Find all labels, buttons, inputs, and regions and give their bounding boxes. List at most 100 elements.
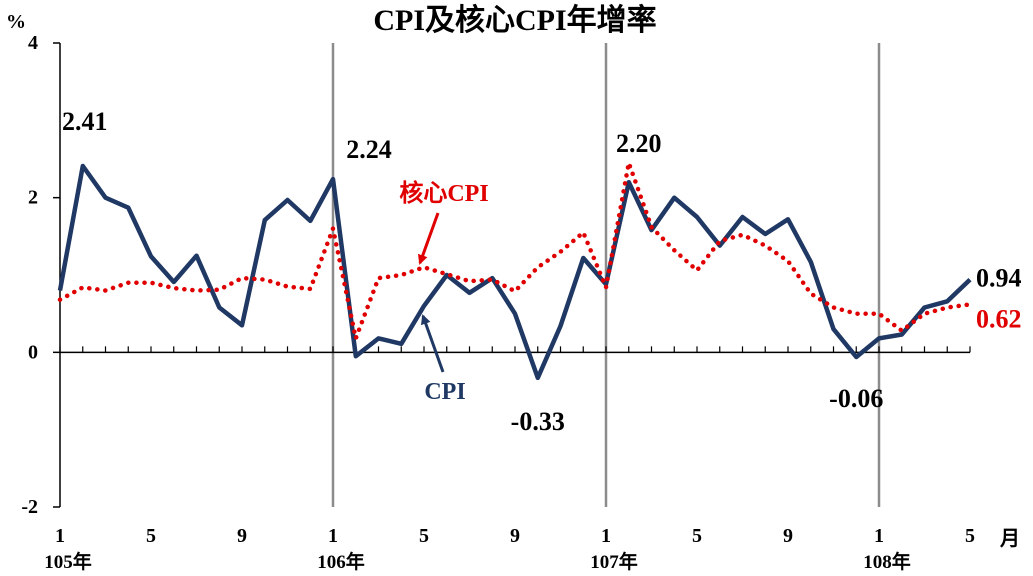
x-tick-label: 5 xyxy=(146,525,156,547)
x-year-label: 105年 xyxy=(44,550,92,573)
callout-arrow-cpi xyxy=(420,314,445,373)
data-point xyxy=(240,323,244,327)
callout-arrow-core-cpi xyxy=(418,212,440,265)
data-point xyxy=(627,161,631,165)
data-point xyxy=(377,276,381,280)
label-layer: 1 5 9 1 5 9 1 5 9 1 5 105年 106年 107年 108年 2.41 2.24 2.20 -… xyxy=(44,107,1021,573)
data-point xyxy=(786,259,790,263)
data-point xyxy=(263,218,267,222)
x-year-label: 106年 xyxy=(317,550,365,573)
x-year-label: 108年 xyxy=(863,550,911,573)
callout-label-core-cpi: 核心CPI xyxy=(399,179,488,207)
data-point xyxy=(331,177,335,181)
data-point xyxy=(172,286,176,290)
data-point xyxy=(945,305,949,309)
x-tick-label: 9 xyxy=(783,525,793,547)
data-point xyxy=(763,232,767,236)
x-tick-label: 5 xyxy=(965,525,975,547)
x-tick-label: 1 xyxy=(874,525,884,547)
data-point xyxy=(195,254,199,258)
data-point xyxy=(650,225,654,229)
data-point xyxy=(240,276,244,280)
data-point xyxy=(695,268,699,272)
y-axis-unit-label: % xyxy=(6,11,26,33)
data-point xyxy=(286,198,290,202)
data-point xyxy=(126,281,130,285)
data-point xyxy=(741,233,745,237)
data-point xyxy=(149,281,153,285)
data-point xyxy=(559,324,563,328)
data-point xyxy=(422,265,426,269)
data-point xyxy=(263,278,267,282)
data-point xyxy=(354,354,358,358)
data-point xyxy=(968,302,972,306)
data-point xyxy=(445,272,449,276)
data-point xyxy=(832,305,836,309)
data-point xyxy=(308,287,312,291)
data-point xyxy=(536,265,540,269)
data-point xyxy=(900,333,904,337)
data-point xyxy=(900,329,904,333)
data-point xyxy=(968,278,972,282)
data-point xyxy=(581,256,585,260)
y-tick-label: 0 xyxy=(28,341,38,363)
data-label: 2.41 xyxy=(62,107,108,136)
data-point xyxy=(377,336,381,340)
data-point xyxy=(331,227,335,231)
data-point xyxy=(126,206,130,210)
data-point xyxy=(923,305,927,309)
data-point xyxy=(718,239,722,243)
x-tick-label: 1 xyxy=(328,525,338,547)
series-line-core-cpi xyxy=(57,160,973,341)
data-point xyxy=(672,196,676,200)
data-point xyxy=(945,299,949,303)
x-tick-label: 5 xyxy=(419,525,429,547)
data-point xyxy=(468,291,472,295)
data-point xyxy=(217,288,221,292)
data-point xyxy=(559,250,563,254)
data-point xyxy=(513,289,517,293)
data-point xyxy=(854,355,858,359)
data-point xyxy=(354,336,358,340)
data-label: -0.06 xyxy=(829,384,883,413)
data-point xyxy=(877,336,881,340)
data-point xyxy=(468,279,472,283)
data-point xyxy=(195,288,199,292)
data-point xyxy=(536,376,540,380)
data-label: 2.20 xyxy=(616,129,662,158)
x-tick-label: 5 xyxy=(692,525,702,547)
chart-title: CPI及核心CPI年增率 xyxy=(373,4,656,37)
data-point xyxy=(672,248,676,252)
y-tick-label: -2 xyxy=(21,496,38,518)
data-point xyxy=(809,260,813,264)
x-year-label: 107年 xyxy=(590,550,638,573)
x-tick-label: 9 xyxy=(237,525,247,547)
data-point xyxy=(399,342,403,346)
data-point xyxy=(58,298,62,302)
data-point xyxy=(854,312,858,316)
data-point xyxy=(695,215,699,219)
data-point xyxy=(149,254,153,258)
data-point xyxy=(81,285,85,289)
data-point xyxy=(741,215,745,219)
data-point xyxy=(581,230,585,234)
data-point xyxy=(627,180,631,184)
data-point xyxy=(172,280,176,284)
data-point xyxy=(877,312,881,316)
y-tick-label: 4 xyxy=(28,32,38,54)
x-tick-label: 9 xyxy=(510,525,520,547)
data-label: 2.24 xyxy=(346,135,392,164)
data-point xyxy=(832,327,836,331)
data-point xyxy=(490,278,494,282)
data-point xyxy=(923,312,927,316)
data-point xyxy=(104,196,108,200)
data-point xyxy=(58,288,62,292)
data-point xyxy=(81,164,85,168)
data-point xyxy=(422,304,426,308)
data-point xyxy=(104,288,108,292)
plot-layer xyxy=(57,160,973,381)
data-point xyxy=(809,292,813,296)
data-point xyxy=(308,219,312,223)
axes-layer: -2 0 2 4 xyxy=(21,32,971,518)
